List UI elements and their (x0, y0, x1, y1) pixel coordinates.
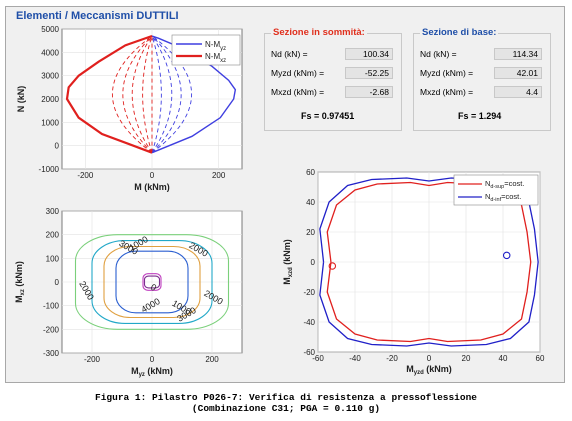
y-tick-label: 300 (46, 207, 60, 216)
y-tick-label: -40 (303, 318, 315, 327)
y-tick-label: 0 (311, 258, 316, 267)
panel-base-title: Sezione di base: (420, 27, 499, 38)
y-tick-label: 60 (306, 168, 315, 177)
y-tick-label: 200 (46, 231, 60, 240)
chart-myzd-mxzd: -60 -40 -20 0 20 40 60 -60 -40 -20 0 20 40 60 Nd-sup=c… (282, 168, 545, 376)
caption-line-1: Figura 1: Pilastro P026-7: Verifica di r… (95, 392, 477, 403)
x-tick-label: 20 (462, 354, 471, 363)
dashed-curve (142, 35, 153, 153)
x-tick-label: -200 (84, 355, 101, 364)
sommita-mxzd-value: -2.68 (345, 86, 393, 98)
base-mxzd-label: Mxzd (kNm) = (420, 87, 474, 97)
y-axis-label: Mxzd (kNm) (282, 239, 294, 285)
dashed-curve (151, 35, 182, 153)
y-tick-label: -20 (303, 288, 315, 297)
frame-title: Elementi / Meccanismi DUTTILI (16, 10, 179, 22)
y-tick-label: 40 (306, 198, 315, 207)
legend-box (171, 34, 241, 66)
contour-1000 (115, 250, 189, 314)
dashed-curve (111, 35, 153, 154)
x-tick-label: 0 (150, 355, 155, 364)
sommita-fs: Fs = 0.97451 (301, 111, 355, 121)
y-tick-label: 1000 (41, 118, 59, 127)
x-axis-label: M (kNm) (134, 182, 170, 192)
y-tick-label: 2000 (41, 95, 59, 104)
x-tick-label: -40 (349, 354, 361, 363)
panel-sezione-sommita: Sezione in sommità: Nd (kN) = 100.34 Myz… (264, 27, 402, 131)
results-frame: Elementi / Meccanismi DUTTILI -200 0 200 -1… (5, 6, 565, 383)
panel-sezione-base: Sezione di base: Nd (kN) = 114.34 Myzd (… (413, 27, 551, 131)
contour-4000 (142, 273, 162, 291)
y-tick-label: 0 (55, 278, 60, 287)
figure-caption: Figura 1: Pilastro P026-7: Verifica di r… (0, 392, 572, 414)
dashed-curve (151, 35, 162, 153)
x-tick-label: 0 (150, 171, 155, 180)
legend-label: Nd-inf=cost. (485, 192, 521, 203)
x-tick-label: 60 (536, 354, 545, 363)
y-axis-label: Mxz (kNm) (14, 261, 26, 303)
caption-line-2: (Combinazione C31; PGA = 0.110 g) (191, 403, 381, 414)
panel-sommita-title: Sezione in sommità: (271, 27, 367, 38)
legend-label: N-Mxz (205, 52, 226, 64)
series-line-d-sup (326, 181, 532, 343)
y-tick-label: 4000 (41, 48, 59, 57)
series-line-xz (65, 34, 153, 154)
y-tick-label: -300 (43, 349, 60, 358)
marker-point (328, 262, 337, 270)
x-tick-label: -20 (386, 354, 398, 363)
contour-label: 0 (149, 282, 158, 293)
sommita-nd-label: Nd (kN) = (271, 49, 308, 59)
base-nd-label: Nd (kN) = (420, 49, 457, 59)
contour-3000 (74, 234, 230, 330)
sommita-mxzd-label: Mxzd (kNm) = (271, 87, 325, 97)
y-tick-label: -1000 (39, 165, 60, 174)
sommita-myzd-value: -52.25 (345, 67, 393, 79)
contour-0 (143, 275, 161, 289)
x-tick-label: 40 (499, 354, 508, 363)
y-tick-label: 20 (306, 228, 315, 237)
y-tick-label: 0 (55, 142, 60, 151)
contour-2000 (91, 240, 213, 324)
x-axis-label: Myz (kNm) (131, 366, 173, 378)
y-tick-label: -60 (303, 348, 315, 357)
base-myzd-value: 42.01 (494, 67, 542, 79)
dashed-curve (151, 35, 193, 154)
y-tick-label: 3000 (41, 72, 59, 81)
legend-label: Nd-sup=cost. (485, 179, 524, 190)
y-tick-label: -200 (43, 325, 60, 334)
chart-n-m: -200 0 200-1000010002000300040005000N-MyzN… (16, 25, 243, 192)
y-tick-label: 100 (46, 254, 60, 263)
sommita-myzd-label: Myzd (kNm) = (271, 68, 325, 78)
y-tick-label: 5000 (41, 25, 59, 34)
base-nd-value: 114.34 (494, 48, 542, 60)
y-axis-label: N (kN) (16, 86, 26, 113)
base-mxzd-value: 4.4 (494, 86, 542, 98)
sommita-nd-value: 100.34 (345, 48, 393, 60)
x-tick-label: -200 (77, 171, 94, 180)
dashed-curve (131, 35, 153, 153)
series-line-yz (151, 35, 237, 154)
x-axis-label: Myzd (kNm) (406, 364, 452, 376)
dashed-curve (122, 35, 153, 153)
series-line-d-inf (319, 177, 539, 347)
x-tick-label: 0 (427, 354, 432, 363)
legend-box (453, 174, 539, 206)
base-myzd-label: Myzd (kNm) = (420, 68, 474, 78)
base-fs: Fs = 1.294 (458, 111, 502, 121)
marker-point (502, 251, 511, 260)
contour-4500 (103, 245, 201, 319)
legend-label: N-Myz (205, 40, 226, 52)
dashed-curve (151, 35, 173, 153)
y-tick-label: -100 (43, 302, 60, 311)
x-tick-label: 200 (205, 355, 219, 364)
x-tick-label: -60 (312, 354, 324, 363)
x-tick-label: 200 (212, 171, 226, 180)
